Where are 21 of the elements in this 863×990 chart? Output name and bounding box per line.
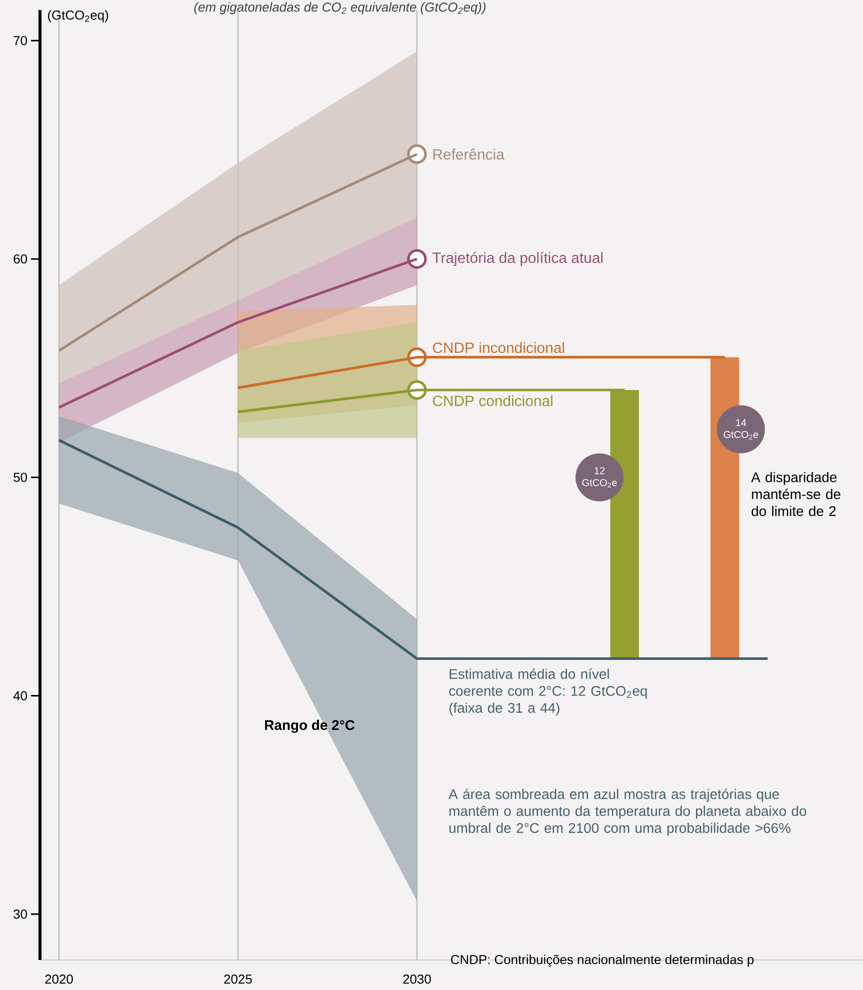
x-tick-label: 2020 [45, 974, 73, 984]
y-axis-title: (GtCO$_{2}$eq) [48, 10, 108, 22]
series-label: CNDP condicional [432, 395, 552, 406]
series-label: Referência [433, 148, 504, 160]
y-tick-label: 70 [14, 36, 27, 46]
y-tick-label: 50 [14, 472, 27, 482]
y-tick-label: 30 [14, 910, 27, 919]
chart-subtitle: (em gigatoneladas de CO$_{2}$ equivalente (GtCO$_{2}$eq)) [194, 2, 486, 14]
annotation: Rango de 2°C [265, 720, 355, 733]
y-tick-label: 60 [14, 254, 27, 264]
annotation: A área sombreada em azul mostra as trajetórias que mantêm o aumento da temperatura do planeta abaixo do umbral de 2°C em 2100 com uma probabilidade >66% [448, 788, 806, 836]
series-label: Trajetória da política atual [432, 252, 603, 266]
y-tick-label: 40 [13, 691, 27, 700]
annotation: A disparidade mantém-se de do limite de 2 [751, 472, 840, 516]
series-label: CNDP incondicional [432, 342, 564, 354]
annotation: CNDP: Contribuições nacionalmente determinadas p [451, 954, 754, 967]
x-tick-label: 2030 [403, 974, 431, 984]
text: Estimativa média do nível coerente com 2°C: 12 GtCO$_{2}$eq (faixa de 31 a 44) [449, 668, 647, 716]
x-tick-label: 2025 [224, 974, 252, 984]
annotation: 14 GtCO$_{2}$e [724, 419, 758, 440]
annotation: 12 GtCO$_{2}$e [582, 467, 617, 488]
